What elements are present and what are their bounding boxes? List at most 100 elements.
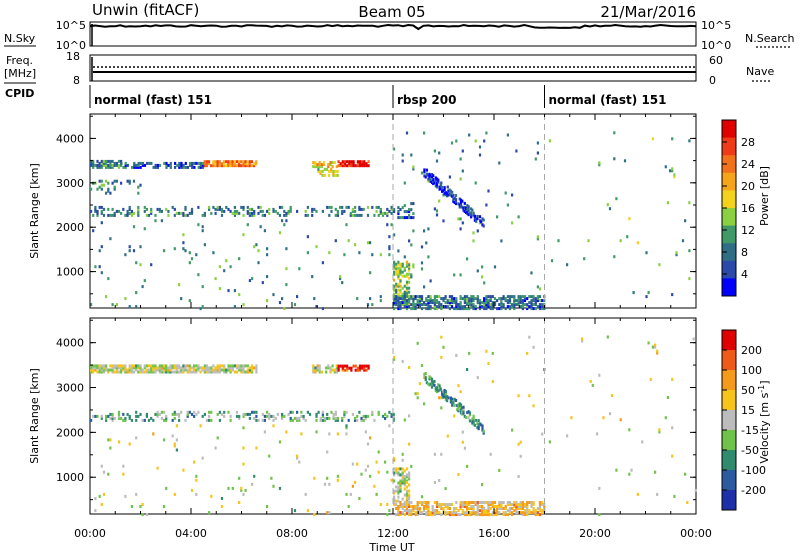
range-gate-cell bbox=[472, 511, 475, 515]
range-gate-cell bbox=[266, 505, 269, 508]
range-gate-cell bbox=[163, 418, 166, 422]
range-gate-cell bbox=[139, 183, 142, 187]
range-gate-cell bbox=[233, 205, 236, 209]
range-gate-cell bbox=[163, 410, 166, 414]
range-gate-cell bbox=[109, 161, 112, 165]
cpid-label: CPID bbox=[5, 87, 34, 100]
range-gate-cell bbox=[199, 370, 202, 374]
range-gate-cell bbox=[392, 414, 395, 418]
range-gate-cell bbox=[212, 162, 215, 166]
range-gate-cell bbox=[100, 163, 103, 167]
range-gate-cell bbox=[229, 265, 232, 269]
range-gate-cell bbox=[124, 418, 127, 422]
range-gate-cell bbox=[163, 366, 166, 370]
range-gate-cell bbox=[332, 414, 335, 418]
range-gate-cell bbox=[430, 181, 434, 184]
range-gate-cell bbox=[124, 364, 127, 368]
range-gate-cell bbox=[408, 239, 411, 243]
range-gate-cell bbox=[223, 410, 226, 414]
range-gate-cell bbox=[165, 416, 168, 420]
cpid-segment-label: normal (fast) 151 bbox=[549, 93, 667, 107]
range-gate-cell bbox=[427, 299, 430, 303]
range-gate-cell bbox=[175, 438, 178, 442]
range-gate-cell bbox=[182, 165, 185, 169]
range-gate-cell bbox=[459, 295, 462, 299]
range-gate-cell bbox=[122, 472, 125, 476]
range-gate-cell bbox=[386, 211, 389, 215]
range-gate-cell bbox=[515, 503, 518, 506]
range-gate-cell bbox=[420, 295, 424, 299]
range-gate-cell bbox=[117, 165, 121, 169]
range-gate-cell bbox=[100, 364, 103, 368]
range-gate-cell bbox=[358, 160, 362, 164]
range-gate-cell bbox=[208, 370, 211, 374]
range-gate-cell bbox=[120, 370, 123, 374]
range-gate-cell bbox=[399, 266, 402, 270]
range-gate-cell bbox=[435, 509, 439, 513]
range-gate-cell bbox=[548, 440, 551, 444]
range-gate-cell bbox=[471, 208, 474, 212]
range-gate-cell bbox=[336, 474, 339, 478]
range-gate-cell bbox=[506, 295, 509, 299]
range-gate-cell bbox=[399, 489, 402, 493]
range-gate-cell bbox=[517, 295, 520, 299]
range-gate-cell bbox=[190, 211, 194, 215]
range-gate-cell bbox=[199, 165, 202, 169]
range-gate-cell bbox=[408, 503, 411, 506]
range-gate-cell bbox=[458, 203, 461, 207]
range-gate-cell bbox=[158, 209, 161, 213]
range-gate-cell bbox=[102, 364, 106, 368]
range-gate-cell bbox=[137, 414, 140, 418]
range-gate-cell bbox=[235, 370, 239, 374]
range-gate-cell bbox=[405, 301, 409, 305]
range-gate-cell bbox=[102, 370, 106, 374]
range-gate-cell bbox=[248, 164, 251, 168]
range-gate-cell bbox=[474, 139, 477, 143]
range-gate-cell bbox=[214, 160, 217, 164]
range-gate-cell bbox=[100, 464, 103, 468]
range-gate-cell bbox=[613, 157, 616, 161]
range-gate-cell bbox=[504, 297, 507, 301]
range-gate-cell bbox=[201, 285, 204, 289]
range-gate-cell bbox=[135, 364, 138, 368]
range-gate-cell bbox=[96, 414, 99, 418]
range-gate-cell bbox=[403, 509, 406, 513]
range-gate-cell bbox=[427, 173, 430, 177]
range-gate-cell bbox=[500, 239, 503, 243]
range-gate-cell bbox=[694, 488, 697, 492]
range-gate-cell bbox=[229, 164, 232, 168]
range-gate-cell bbox=[393, 210, 396, 214]
range-gate-cell bbox=[446, 299, 449, 303]
range-gate-cell bbox=[440, 305, 443, 309]
range-gate-cell bbox=[461, 410, 464, 414]
range-gate-cell bbox=[365, 164, 368, 168]
range-gate-cell bbox=[373, 213, 376, 217]
range-gate-cell bbox=[423, 170, 426, 174]
range-gate-cell bbox=[483, 509, 486, 513]
range-gate-cell bbox=[113, 161, 116, 165]
range-gate-cell bbox=[154, 163, 157, 167]
range-gate-cell bbox=[395, 266, 398, 270]
range-gate-cell bbox=[120, 163, 123, 167]
range-gate-cell bbox=[502, 297, 505, 301]
range-gate-cell bbox=[304, 209, 307, 213]
range-gate-cell bbox=[467, 207, 470, 211]
range-gate-cell bbox=[90, 370, 93, 374]
range-gate-cell bbox=[337, 364, 340, 368]
range-gate-cell bbox=[117, 410, 121, 414]
range-gate-cell bbox=[261, 418, 264, 422]
range-gate-cell bbox=[345, 424, 348, 428]
range-gate-cell bbox=[352, 364, 355, 368]
range-gate-cell bbox=[227, 160, 230, 164]
range-gate-cell bbox=[248, 211, 251, 215]
range-gate-cell bbox=[137, 364, 140, 368]
range-gate-cell bbox=[360, 213, 363, 217]
range-gate-cell bbox=[201, 213, 204, 217]
range-gate-cell bbox=[405, 282, 409, 286]
range-gate-cell bbox=[386, 223, 389, 227]
range-gate-cell bbox=[485, 513, 488, 517]
range-gate-cell bbox=[102, 492, 106, 496]
range-gate-cell bbox=[304, 418, 307, 422]
range-gate-cell bbox=[403, 302, 406, 306]
range-gate-cell bbox=[94, 414, 97, 418]
